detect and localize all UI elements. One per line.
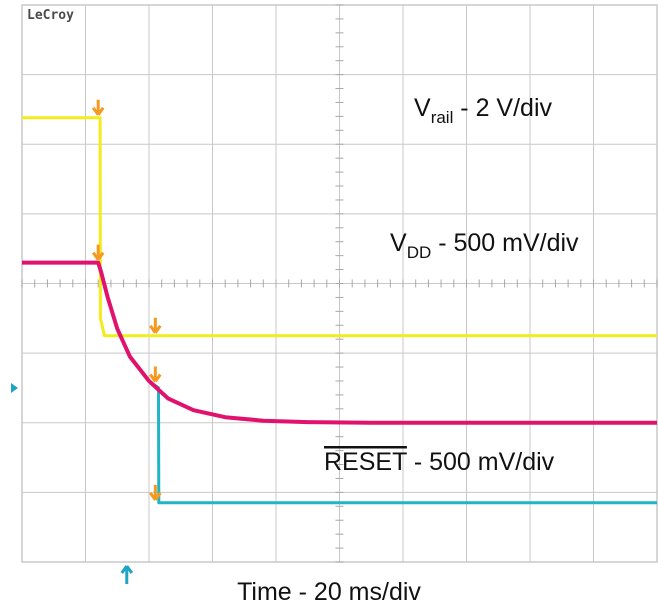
- cursor-marker: [149, 317, 162, 334]
- traces: [22, 116, 657, 505]
- cursor-marker: [149, 484, 162, 501]
- brand-logo: LeCroy: [27, 8, 74, 23]
- trace-label-scale: - 500 mV/div: [431, 229, 579, 257]
- trace-label-vdd: VDD - 500 mV/div: [390, 229, 579, 262]
- trace-label-main: RESET: [324, 448, 407, 476]
- trigger-marker: [120, 565, 133, 584]
- trace-label-main: V: [390, 229, 407, 257]
- cursor-marker: [91, 99, 105, 116]
- cursor-marker: [149, 366, 162, 383]
- time-axis-label: Time - 20 ms/div: [237, 578, 421, 606]
- trace-label-vrail: Vrail - 2 V/div: [414, 94, 553, 127]
- cursor-markers: [11, 99, 162, 584]
- trace-label-scale: - 500 mV/div: [407, 448, 555, 476]
- trace-vdd: [22, 260, 657, 425]
- trace-label-main: V: [414, 94, 431, 122]
- trace-label-scale: - 2 V/div: [453, 94, 552, 122]
- trace-vrail: [22, 116, 657, 338]
- trace-label-subscript: DD: [407, 243, 432, 262]
- ground-marker: [11, 382, 18, 393]
- trace-label-reset: RESET - 500 mV/div: [324, 448, 555, 476]
- cursor-marker: [91, 244, 105, 261]
- trace-label-subscript: rail: [431, 108, 454, 127]
